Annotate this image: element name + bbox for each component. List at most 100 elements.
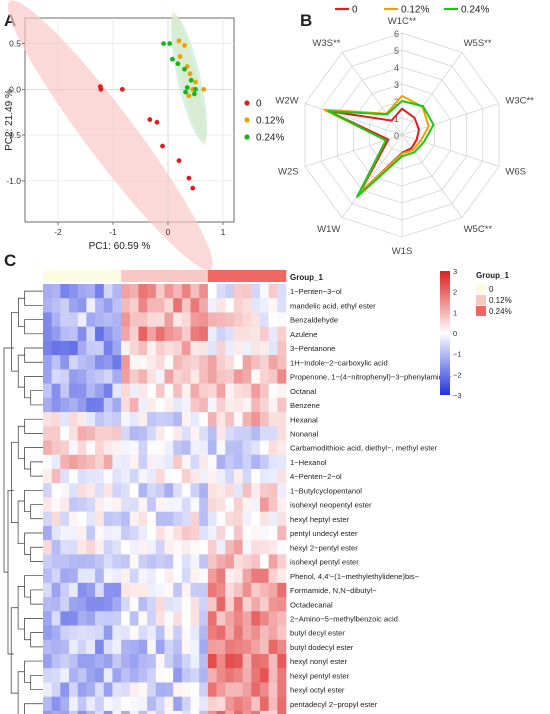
heatmap-cell [60,440,70,456]
heatmap-cell [138,284,148,299]
heatmap-row-label: Propenone, 1−(4−nitrophenyl)−3−phenylami… [290,373,452,382]
radar-axis-label: W1C** [388,16,417,27]
radar-tick-label: 6 [394,29,399,39]
heatmap-cell [277,682,287,698]
radar-chart: W1C** W5S** W3C** W6S W5C** W1S W1W W2S W2W W3S**… [275,5,534,258]
heatmap-cell [173,682,183,698]
heatmap-cell [242,525,252,541]
dendrogram-branch [17,500,25,545]
heatmap-cell [259,668,269,683]
heatmap-cell [259,426,269,441]
heatmap-cell [51,511,61,527]
heatmap-cell [51,284,61,299]
heatmap-cell [207,568,217,584]
heatmap-row-label: butyl dodecyl ester [290,643,354,652]
heatmap-cell [43,696,53,712]
heatmap-cell [173,625,183,641]
heatmap-cell [277,597,287,612]
heatmap-cell [86,668,96,683]
heatmap-cell [277,483,287,498]
heatmap-cell [268,468,278,484]
heatmap-cell [103,696,113,712]
heatmap-cell [121,440,131,456]
heatmap-cell [43,554,53,569]
heatmap-cell [147,525,157,541]
heatmap-cell [95,597,105,612]
heatmap-cell [155,284,165,299]
heatmap-cell [199,540,209,555]
heatmap-cell [103,440,113,456]
heatmap-cell [164,568,174,584]
pca-scatter-plot: -2 -1 0 1 0.5 0.0 -0.5 -1.0 PC1: 60.59 % PC2: 21.… [4,0,284,270]
pca-point [193,86,198,92]
heatmap-cell [216,540,226,555]
heatmap-cell [225,639,235,655]
heatmap-cell [216,653,226,669]
radar-axis-label: W2W [275,95,298,106]
heatmap-cell [43,511,53,527]
heatmap-cell [164,497,174,513]
heatmap-cell [138,426,148,441]
radar-tick-label: 5 [394,46,399,56]
heatmap-cell [69,597,79,612]
heatmap-cell [77,540,87,555]
heatmap-cell [199,412,209,427]
heatmap-cell [259,454,269,470]
heatmap-cell [190,340,200,356]
heatmap-cell [155,611,165,626]
heatmap-cell [60,525,70,541]
heatmap-cell [138,454,148,470]
heatmap-cell [155,568,165,584]
heatmap-cell [95,397,105,413]
heatmap-cell [103,639,113,655]
heatmap-cell [225,682,235,698]
heatmap-annotation-title: Group_1 [290,273,323,282]
heatmap-cell [95,355,105,370]
heatmap-cell [69,483,79,498]
heatmap-cell [199,468,209,484]
heatmap-cell [69,284,79,299]
heatmap-cell [207,639,217,655]
heatmap-cell [69,582,79,598]
heatmap-cell [86,312,96,328]
dendrogram-branch [17,586,25,630]
heatmap-cell [43,525,53,541]
heatmap-cell [77,312,87,328]
heatmap-row-label: 1H−Indole−2−carboxylic acid [290,358,388,367]
heatmap-cell [233,611,243,626]
heatmap-cell [69,511,79,527]
heatmap-cell [69,412,79,427]
heatmap-cell [199,454,209,470]
heatmap-cell [233,710,243,714]
heatmap-cell [225,554,235,569]
heatmap-cell [251,497,261,513]
heatmap-cell [112,682,122,698]
heatmap-cell [190,326,200,342]
heatmap-cell [242,554,252,569]
heatmap-cell [155,340,165,356]
heatmap-cell [173,483,183,498]
heatmap-cell [173,525,183,541]
heatmap-cell [51,383,61,399]
heatmap-cell [259,625,269,641]
heatmap-cell [129,540,139,555]
pca-point [182,43,187,48]
heatmap-scale-tick-label: 1 [453,308,457,317]
heatmap-cell [173,653,183,669]
heatmap-cell [138,497,148,513]
heatmap-cell [121,611,131,626]
heatmap-cell [199,625,209,641]
heatmap-cell [242,284,252,299]
heatmap-cell [121,653,131,669]
heatmap-cell [77,653,87,669]
pca-legend-label: 0 [256,99,262,110]
heatmap-cell [51,340,61,356]
heatmap-cell [147,483,157,498]
heatmap-cell [216,554,226,569]
heatmap-row-label: pentadecyl 2−propyl ester [290,700,378,709]
heatmap-cell [173,468,183,484]
heatmap-cell [77,369,87,384]
heatmap-cell [60,468,70,484]
heatmap-cell [259,397,269,413]
heatmap-cell [121,483,131,498]
